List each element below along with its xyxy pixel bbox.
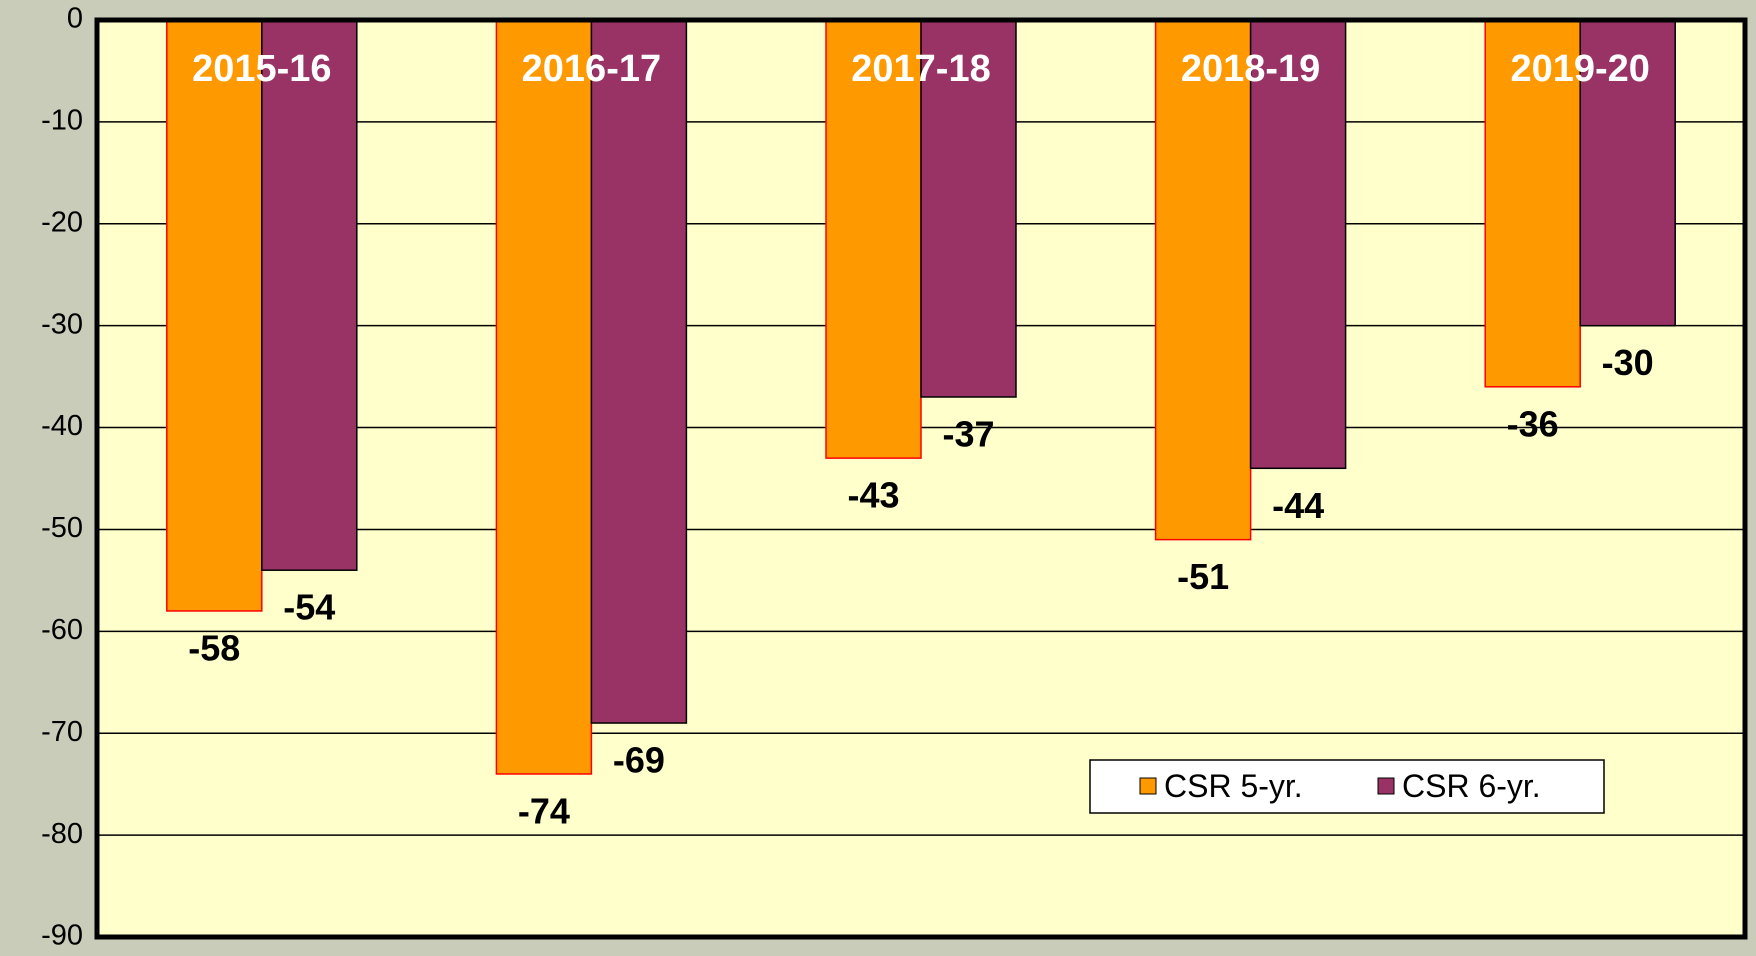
y-tick-label: -60 — [41, 614, 83, 646]
bar — [495, 19, 593, 775]
data-label: -69 — [613, 740, 665, 781]
legend-swatch — [1139, 777, 1157, 795]
bar — [920, 19, 1017, 398]
data-label: -36 — [1507, 403, 1559, 444]
bar — [166, 19, 263, 612]
data-label: -54 — [283, 587, 335, 628]
legend-label: CSR 6-yr. — [1402, 768, 1541, 804]
bar — [1154, 19, 1252, 541]
bar — [261, 19, 358, 571]
data-label: -44 — [1272, 485, 1324, 526]
category-label: 2016-17 — [522, 48, 661, 90]
bar — [1579, 19, 1676, 327]
plot-border — [94, 17, 1748, 940]
bar — [1484, 19, 1581, 388]
data-label: -30 — [1602, 342, 1654, 383]
y-tick-label: -30 — [41, 308, 83, 340]
legend-label: CSR 5-yr. — [1164, 768, 1303, 804]
y-tick-label: -40 — [41, 410, 83, 442]
y-tick-label: -20 — [41, 206, 83, 238]
category-label: 2017-18 — [851, 48, 990, 90]
bar — [1249, 19, 1347, 470]
y-tick-label: -50 — [41, 512, 83, 544]
y-tick-label: 0 — [67, 3, 83, 35]
category-label: 2018-19 — [1181, 48, 1320, 90]
bar — [590, 19, 688, 724]
data-label: -74 — [518, 790, 570, 831]
y-tick-label: -90 — [41, 920, 83, 952]
y-tick-label: -10 — [41, 105, 83, 137]
category-label: 2015-16 — [192, 48, 331, 90]
legend-box — [1089, 759, 1605, 814]
data-label: -43 — [847, 475, 899, 516]
y-tick-label: -70 — [41, 716, 83, 748]
bar — [825, 19, 922, 459]
y-tick-label: -80 — [41, 818, 83, 850]
data-label: -58 — [188, 627, 240, 668]
data-label: -51 — [1177, 556, 1229, 597]
category-label: 2019-20 — [1510, 48, 1649, 90]
legend-swatch — [1377, 777, 1395, 795]
data-label: -37 — [942, 414, 994, 455]
